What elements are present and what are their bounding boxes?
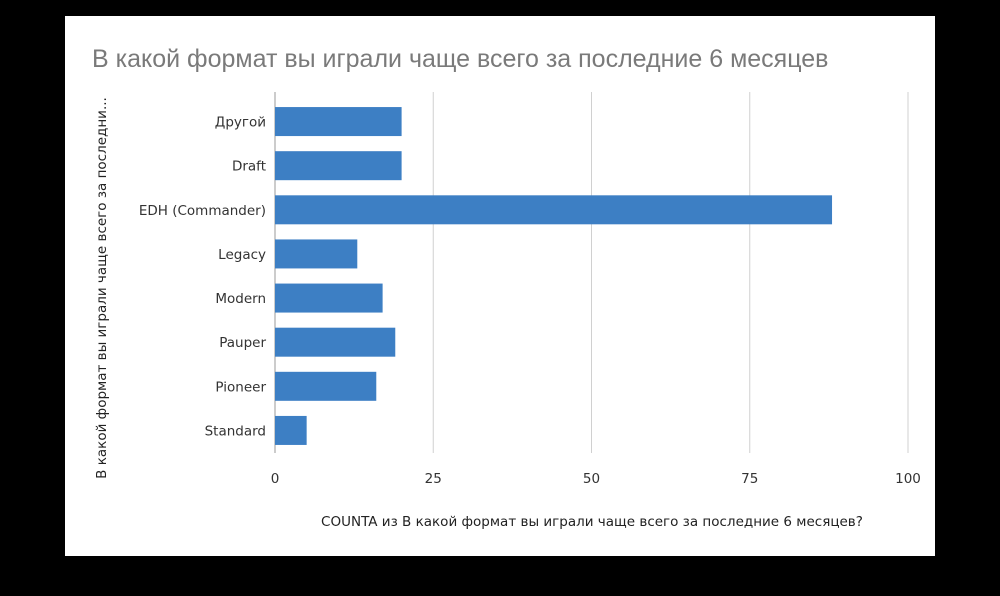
category-label: Pioneer	[215, 379, 266, 395]
bars	[275, 107, 833, 445]
chart-panel	[65, 16, 935, 556]
category-label: Pauper	[219, 335, 266, 351]
x-tick-label: 50	[583, 471, 600, 487]
category-label: Legacy	[218, 247, 266, 263]
category-label: Standard	[205, 423, 266, 439]
category-label: Modern	[215, 291, 266, 307]
bar-6	[275, 371, 377, 401]
bar-1	[275, 151, 402, 181]
x-tick-label: 0	[271, 471, 280, 487]
category-labels: Другой Draft EDH (Commander) Legacy Modern Pa…	[139, 115, 267, 440]
bar-3	[275, 239, 358, 269]
y-axis-title: В какой формат вы играли чаще всего за п…	[94, 97, 110, 479]
bar-5	[275, 327, 396, 357]
x-tick-labels: 0 25 50 75 100	[271, 471, 921, 487]
chart-title: В какой формат вы играли чаще всего за п…	[92, 45, 828, 73]
category-label: Draft	[232, 159, 266, 175]
bar-2	[275, 195, 833, 225]
x-axis-title: COUNTA из В какой формат вы играли чаще …	[321, 514, 863, 530]
category-label: EDH (Commander)	[139, 203, 266, 219]
bar-7	[275, 415, 307, 445]
x-tick-label: 25	[425, 471, 442, 487]
category-label: Другой	[215, 115, 266, 131]
bar-0	[275, 107, 402, 137]
bar-4	[275, 283, 383, 313]
x-tick-label: 100	[895, 471, 921, 487]
x-tick-label: 75	[741, 471, 758, 487]
